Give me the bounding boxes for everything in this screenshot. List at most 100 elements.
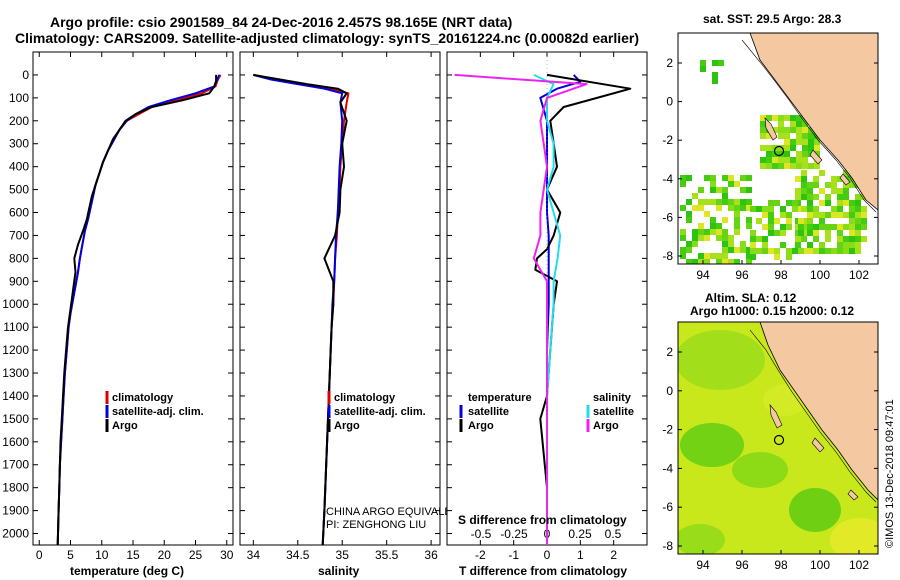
sst-cell xyxy=(792,206,798,212)
salinity-xlabel: salinity xyxy=(318,564,360,578)
sst-cell xyxy=(796,163,802,169)
series-line-argo xyxy=(253,73,348,546)
sst-cell xyxy=(825,224,831,230)
map-y-label: 0 xyxy=(666,384,673,398)
sst-cell xyxy=(837,224,843,230)
temperature-panel: 0100200300400500600700800900100011001200… xyxy=(2,51,234,578)
sst-cell xyxy=(760,145,766,151)
sst-cell xyxy=(766,145,772,151)
sst-cell xyxy=(778,151,784,157)
map-x-label: 102 xyxy=(849,268,869,282)
sst-cell xyxy=(855,248,861,254)
sst-cell xyxy=(746,259,752,264)
sst-cell xyxy=(680,253,686,259)
temperature-xlabel: temperature (deg C) xyxy=(70,564,184,578)
sst-cell xyxy=(825,200,831,206)
sst-cell xyxy=(698,205,704,211)
sst-cell xyxy=(692,229,698,235)
sst-cell xyxy=(686,211,692,217)
map-x-label: 94 xyxy=(696,558,710,572)
sst-cell xyxy=(766,151,772,157)
sst-cell xyxy=(728,235,734,241)
difference-s-axis: -0.5 -0.25 0 0.25 0.5 xyxy=(471,527,622,541)
difference-y-ticks xyxy=(447,74,647,535)
sumatra-land xyxy=(749,33,878,211)
sst-cell xyxy=(796,151,802,157)
sst-cell xyxy=(686,217,692,223)
sst-cell xyxy=(802,151,808,157)
sst-cell xyxy=(698,199,704,205)
salinity-frame xyxy=(239,51,441,546)
shelf-contour xyxy=(749,329,877,503)
sst-cell xyxy=(837,176,843,182)
sst-cell xyxy=(686,241,692,247)
sst-cell xyxy=(722,253,728,259)
x-tick-label: 25 xyxy=(189,548,203,562)
sst-cell xyxy=(772,127,778,133)
sst-cell xyxy=(772,115,778,121)
sst-cell xyxy=(778,133,784,139)
depth-tick-label: 200 xyxy=(9,114,29,128)
sst-cell xyxy=(766,115,772,121)
sst-cell xyxy=(819,200,825,206)
sst-cell xyxy=(746,223,752,229)
sst-cell xyxy=(780,230,786,236)
sst-cell xyxy=(843,236,849,242)
island-siberut xyxy=(809,149,823,165)
sst-cell xyxy=(746,253,752,259)
island-siberut xyxy=(811,437,825,453)
depth-tick-label: 2000 xyxy=(2,527,29,541)
map-y-label: -4 xyxy=(662,172,673,186)
sst-cell xyxy=(716,259,722,264)
sst-cell xyxy=(710,175,716,181)
sst-cell xyxy=(837,200,843,206)
sst-cell xyxy=(728,175,734,181)
sst-cell xyxy=(798,224,804,230)
sla-map-axes: 2 0 -2 -4 -6 -8 94 96 98 100 102 xyxy=(662,345,878,572)
sst-cell xyxy=(843,188,849,194)
sst-cell xyxy=(734,247,740,253)
series-line-argo xyxy=(56,74,218,546)
sla-blob xyxy=(680,423,744,467)
sst-cell xyxy=(784,127,790,133)
sumatra-land xyxy=(759,322,878,501)
sst-cell xyxy=(686,175,692,181)
sst-cell xyxy=(808,127,814,133)
sst-cell xyxy=(704,175,710,181)
depth-axis: 0 100 200 300 400 500 600 700 800 900 1000 1100 1200… xyxy=(2,68,233,541)
sst-cell xyxy=(798,248,804,254)
sst-cell xyxy=(750,248,756,254)
sst-cell xyxy=(766,133,772,139)
salinity-y-ticks xyxy=(240,74,440,535)
legend-label-climatology: climatology xyxy=(112,392,174,404)
sst-cell xyxy=(734,217,740,223)
sst-cell xyxy=(686,199,692,205)
sst-cell xyxy=(734,259,740,264)
sst-cell xyxy=(716,187,722,193)
sst-cell xyxy=(778,127,784,133)
sst-cell xyxy=(772,157,778,163)
sst-cell xyxy=(790,115,796,121)
sst-cell xyxy=(722,217,728,223)
sst-cell xyxy=(698,187,704,193)
map-y-label: -6 xyxy=(662,500,673,514)
sst-cell xyxy=(710,199,716,205)
sst-cell xyxy=(786,224,792,230)
sst-cell xyxy=(808,145,814,151)
legend-label-climatology: climatology xyxy=(334,392,396,404)
sst-cell xyxy=(704,199,710,205)
sst-cell xyxy=(831,248,837,254)
sst-cell xyxy=(756,248,762,254)
sst-cell xyxy=(813,182,819,188)
salinity-panel: 34 34.5 35 35.5 36 salinity climatology sate… xyxy=(239,51,467,578)
credit-line-1: CHINA ARGO EQUIVALENT xyxy=(326,506,467,518)
island-sipora xyxy=(847,489,859,501)
sst-cell xyxy=(716,223,722,229)
sst-cell xyxy=(698,259,704,264)
sst-cell xyxy=(784,151,790,157)
sst-cell xyxy=(843,242,849,248)
island-sipora xyxy=(839,173,851,186)
sst-cell xyxy=(837,212,843,218)
sst-cell xyxy=(802,121,808,127)
sst-cell xyxy=(746,217,752,223)
